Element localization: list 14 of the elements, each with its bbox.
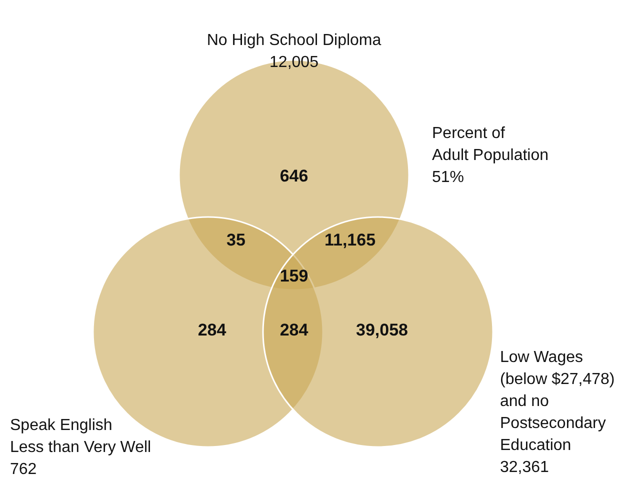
text: 159 (280, 266, 308, 286)
text: 284 (198, 320, 227, 340)
data-label: 32,361 (500, 459, 550, 476)
category-label: Speak English Less than Very Well (10, 417, 152, 456)
category-label: Low Wages (below $27,478) and no Postsecondary Education (500, 349, 615, 454)
text: 284 (280, 320, 309, 340)
text: 35 (226, 230, 246, 250)
category-label: No High School Diploma (206, 32, 382, 49)
data-label: 762 (10, 461, 37, 478)
data-label: 12,005 (270, 54, 319, 71)
text: 39,058 (356, 320, 408, 340)
text: 646 (280, 166, 308, 186)
text: Percent of Adult Population 51% (432, 125, 549, 186)
text: 11,165 (324, 230, 376, 250)
